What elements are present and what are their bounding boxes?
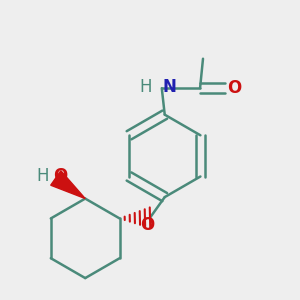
Text: N: N	[162, 78, 176, 96]
Text: O: O	[53, 167, 67, 185]
Text: H: H	[36, 167, 49, 185]
Polygon shape	[51, 171, 85, 199]
Text: O: O	[140, 216, 154, 234]
Text: H: H	[139, 78, 152, 96]
Text: O: O	[227, 79, 241, 97]
